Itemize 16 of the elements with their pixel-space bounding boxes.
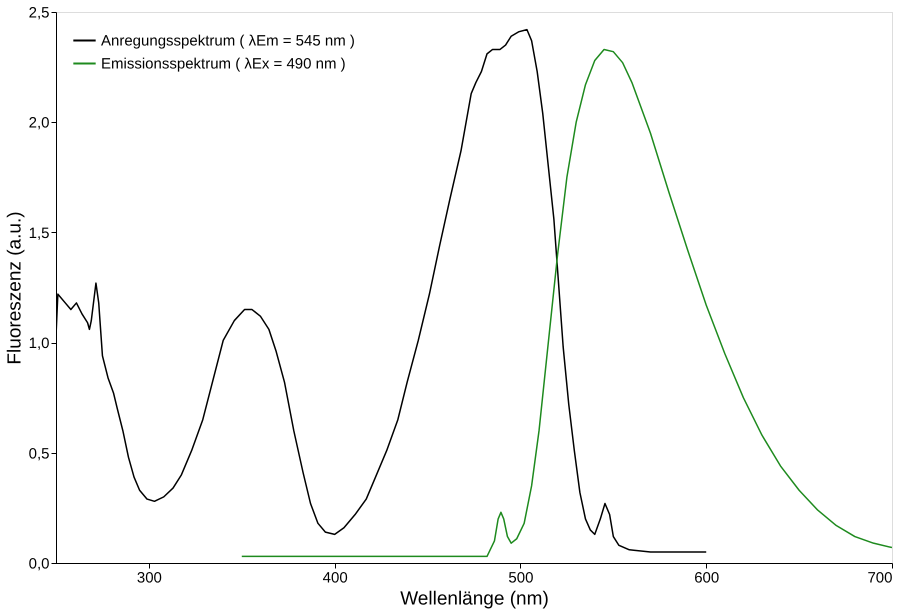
legend-label: Emissionsspektrum ( λEx = 490 nm ) xyxy=(101,56,346,72)
y-tick-label: 2,0 xyxy=(28,114,50,132)
legend-label: Anregungsspektrum ( λEm = 545 nm ) xyxy=(101,32,355,50)
y-tick-label: 2,5 xyxy=(28,4,50,22)
y-tick-label: 0,0 xyxy=(28,556,50,572)
y-tick-label: 0,5 xyxy=(28,445,50,462)
x-tick-label: 600 xyxy=(694,570,720,586)
y-tick-label: 1,5 xyxy=(28,224,50,242)
x-tick-label: 700 xyxy=(867,570,892,586)
x-tick-label: 400 xyxy=(322,570,348,586)
x-tick-label: 500 xyxy=(508,570,534,586)
line-series xyxy=(241,48,892,558)
x-axis-title: Wellenlänge (nm) xyxy=(400,588,549,610)
y-axis-title: Fluoreszenz (a.u.) xyxy=(4,211,26,365)
y-tick-label: 1,0 xyxy=(28,335,50,352)
x-tick-label: 300 xyxy=(136,570,162,586)
